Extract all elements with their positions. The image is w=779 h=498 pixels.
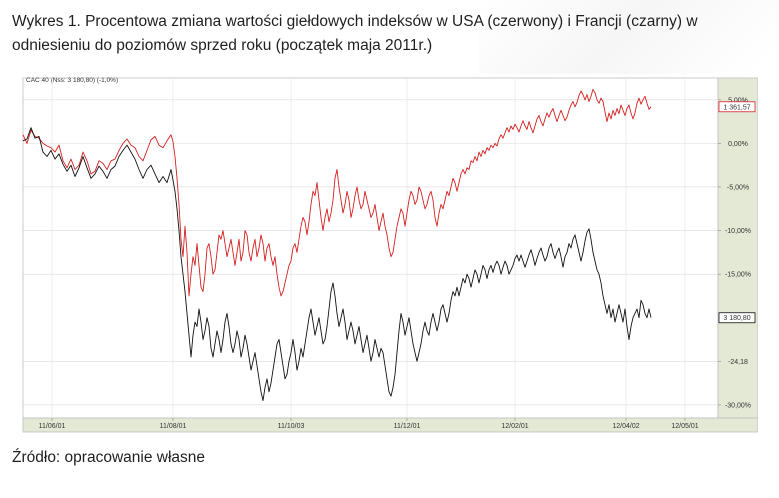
x-tick-label: 11/10/03 [278, 423, 305, 430]
x-tick-label: 11/12/01 [394, 423, 421, 430]
caption-line-2: odniesieniu do poziomów sprzed roku (poc… [12, 37, 433, 54]
x-axis-ticks: 11/06/01 11/08/01 11/10/03 11/12/01 12/02/01… [39, 418, 699, 430]
x-tick-label: 12/05/01 [671, 423, 698, 430]
index-comparison-chart: CAC 40 (Nss: 3 180,80) (-1,0%) 5,00% 0,00… [20, 74, 758, 434]
last-value-black-box [718, 312, 756, 324]
plot-area [22, 77, 719, 419]
y-axis-ticks: 5,00% 0,00% -5,00% -10,00% -15,00% -24,18 -30,… [718, 97, 751, 409]
chart-legend-text: CAC 40 (Nss: 3 180,80) (-1,0%) [26, 77, 118, 84]
y-tick-label: -30,00% [725, 402, 751, 409]
last-value-black-label: 3 180,80 [723, 315, 750, 322]
last-value-red-box [718, 101, 756, 113]
figure-caption: Wykres 1. Procentowa zmiana wartości gie… [12, 10, 772, 58]
gridlines [23, 78, 718, 418]
x-tick-label: 12/02/01 [501, 423, 528, 430]
x-tick-label: 11/06/01 [39, 423, 66, 430]
x-tick-label: 11/08/01 [160, 423, 187, 430]
y-tick-label: 0,00% [728, 141, 748, 148]
series-line-france [22, 127, 652, 402]
y-tick-label: -5,00% [727, 184, 749, 191]
series-lines [22, 88, 652, 402]
series-line-usa [22, 88, 652, 297]
y-tick-label: -24,18 [728, 359, 748, 366]
caption-line-1: Wykres 1. Procentowa zmiana wartości gie… [12, 13, 698, 30]
x-tick-label: 12/04/02 [612, 423, 639, 430]
last-value-red-label: 1 361,57 [723, 104, 750, 111]
y-tick-label: 5,00% [728, 97, 748, 104]
y-tick-label: -10,00% [725, 228, 751, 235]
last-value-markers: 1 361,57 3 180,80 [718, 101, 756, 324]
source-note: Źródło: opracowanie własne [12, 449, 205, 466]
x-axis-panel [22, 417, 758, 433]
y-tick-label: -15,00% [725, 272, 751, 279]
y-axis-panel [717, 77, 758, 419]
chart-container: CAC 40 (Nss: 3 180,80) (-1,0%) 5,00% 0,00… [20, 74, 758, 434]
